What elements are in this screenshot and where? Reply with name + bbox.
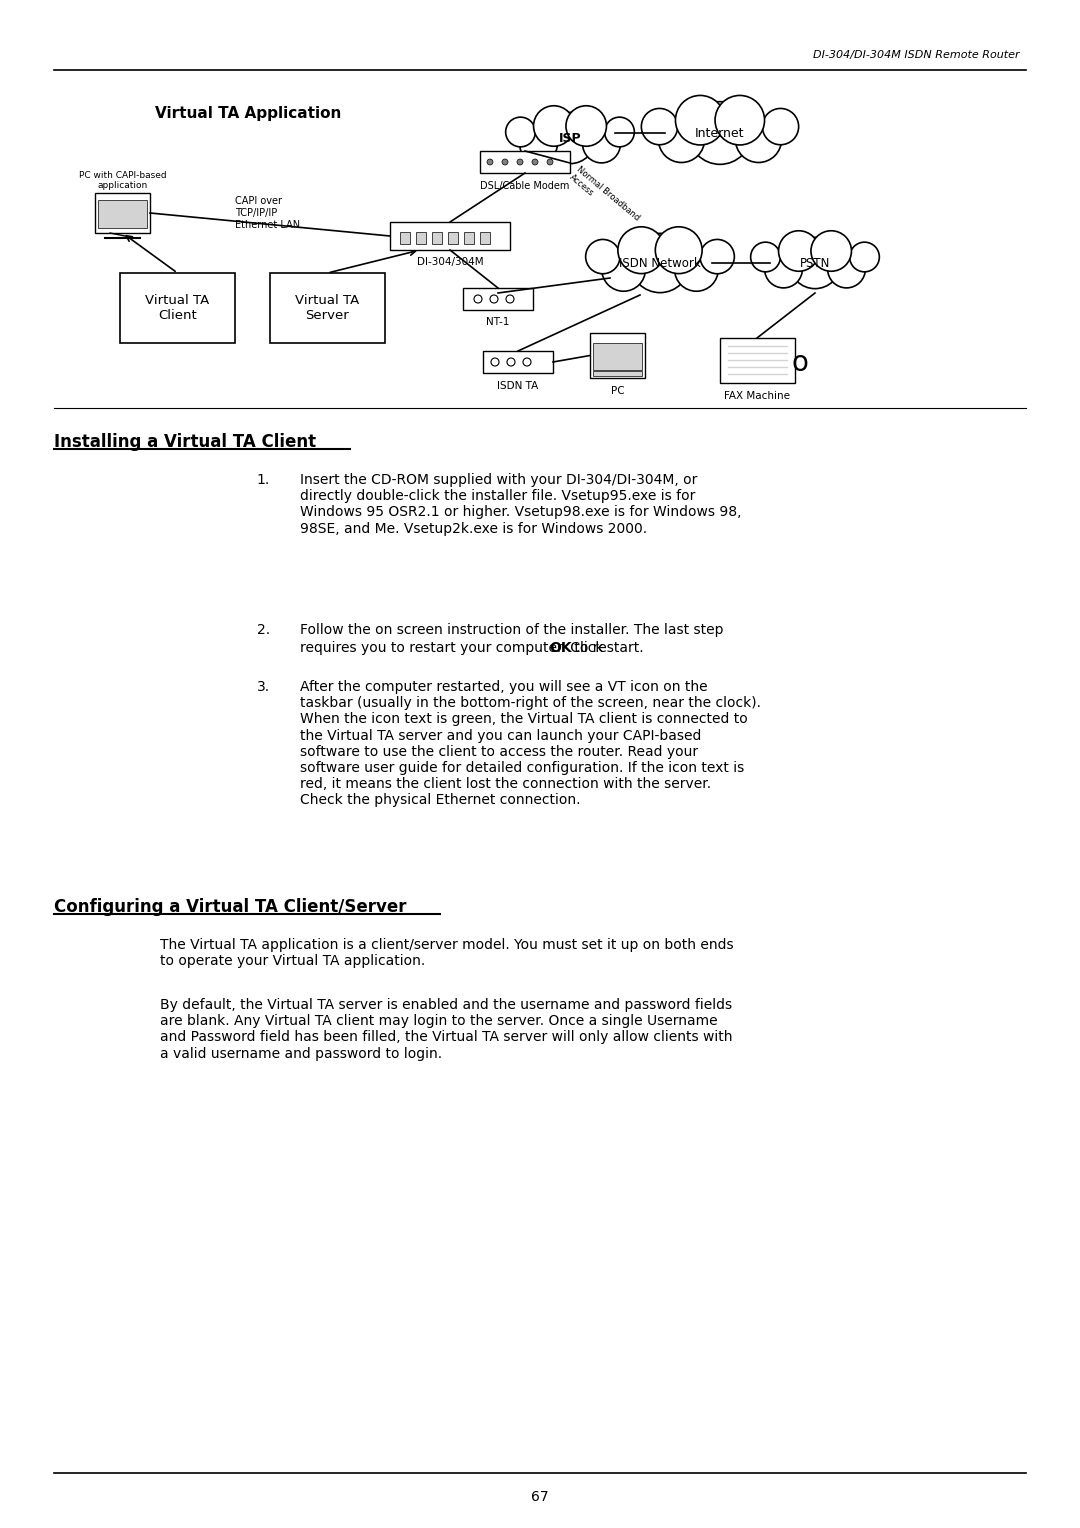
Circle shape — [602, 248, 646, 292]
Text: Virtual TA
Server: Virtual TA Server — [295, 293, 360, 322]
Circle shape — [507, 358, 515, 367]
Circle shape — [689, 102, 752, 165]
Circle shape — [585, 240, 620, 274]
Bar — [448, 232, 458, 244]
Text: requires you to restart your computer. Click: requires you to restart your computer. C… — [300, 642, 608, 656]
Text: Internet: Internet — [696, 127, 745, 139]
Circle shape — [474, 295, 482, 303]
Bar — [98, 200, 147, 228]
Circle shape — [605, 118, 634, 147]
Text: 2.: 2. — [257, 623, 270, 637]
Circle shape — [534, 105, 575, 147]
Circle shape — [700, 240, 734, 274]
FancyBboxPatch shape — [270, 274, 384, 342]
Circle shape — [566, 105, 607, 147]
Text: Configuring a Virtual TA Client/Server: Configuring a Virtual TA Client/Server — [54, 898, 406, 915]
Text: ISP: ISP — [558, 131, 581, 145]
Text: PC with CAPI-based
application: PC with CAPI-based application — [79, 171, 166, 189]
Circle shape — [519, 125, 557, 163]
Circle shape — [490, 295, 498, 303]
Circle shape — [507, 295, 514, 303]
Circle shape — [618, 226, 664, 274]
Bar — [400, 232, 410, 244]
Text: CAPI over
TCP/IP/IP
Ethernet LAN: CAPI over TCP/IP/IP Ethernet LAN — [235, 197, 300, 229]
Circle shape — [502, 159, 508, 165]
Circle shape — [491, 358, 499, 367]
Text: Virtual TA Application: Virtual TA Application — [156, 105, 341, 121]
Bar — [480, 232, 490, 244]
Text: Normal Broadband
Access: Normal Broadband Access — [568, 165, 642, 231]
Text: By default, the Virtual TA server is enabled and the username and password field: By default, the Virtual TA server is ena… — [160, 998, 732, 1060]
Bar — [416, 232, 426, 244]
Text: 67: 67 — [531, 1490, 549, 1504]
Circle shape — [789, 237, 840, 289]
Text: Insert the CD-ROM supplied with your DI-304/DI-304M, or
directly double-click th: Insert the CD-ROM supplied with your DI-… — [300, 474, 742, 536]
Circle shape — [659, 116, 704, 162]
Text: 1.: 1. — [257, 474, 270, 487]
Circle shape — [811, 231, 851, 272]
Text: FAX Machine: FAX Machine — [725, 391, 791, 400]
Bar — [483, 351, 553, 373]
Circle shape — [715, 95, 765, 145]
Bar — [480, 151, 570, 173]
Circle shape — [765, 251, 802, 287]
FancyBboxPatch shape — [120, 274, 235, 342]
Bar — [95, 193, 150, 232]
Bar — [390, 222, 510, 251]
Circle shape — [850, 241, 879, 272]
Text: PSTN: PSTN — [800, 257, 831, 269]
Bar — [432, 232, 442, 244]
Circle shape — [675, 248, 718, 292]
Circle shape — [505, 118, 536, 147]
Circle shape — [517, 159, 523, 165]
Text: DSL/Cable Modem: DSL/Cable Modem — [481, 180, 569, 191]
Circle shape — [546, 159, 553, 165]
Circle shape — [735, 116, 782, 162]
Text: PC: PC — [610, 387, 624, 396]
Bar — [593, 342, 642, 370]
Text: ISDN Network: ISDN Network — [619, 257, 701, 269]
Text: Follow the on screen instruction of the installer. The last step: Follow the on screen instruction of the … — [300, 623, 724, 637]
Circle shape — [582, 125, 620, 163]
Circle shape — [631, 234, 690, 293]
Circle shape — [532, 159, 538, 165]
Circle shape — [642, 108, 677, 145]
Bar — [464, 232, 474, 244]
Text: NT-1: NT-1 — [486, 316, 510, 327]
Bar — [590, 333, 645, 377]
Bar — [463, 287, 534, 310]
Text: to restart.: to restart. — [570, 642, 644, 656]
Text: 3.: 3. — [257, 680, 270, 694]
Text: o: o — [792, 348, 809, 377]
Text: Virtual TA
Client: Virtual TA Client — [146, 293, 210, 322]
Text: DI-304/DI-304M ISDN Remote Router: DI-304/DI-304M ISDN Remote Router — [813, 50, 1020, 60]
Circle shape — [779, 231, 819, 272]
Text: The Virtual TA application is a client/server model. You must set it up on both : The Virtual TA application is a client/s… — [160, 938, 733, 969]
Text: OK: OK — [550, 642, 572, 656]
Circle shape — [544, 113, 596, 163]
Circle shape — [751, 241, 781, 272]
Text: ISDN TA: ISDN TA — [498, 380, 539, 391]
Text: DI-304/304M: DI-304/304M — [417, 257, 484, 267]
Circle shape — [762, 108, 798, 145]
Circle shape — [656, 226, 702, 274]
Bar — [593, 371, 642, 376]
Text: Installing a Virtual TA Client: Installing a Virtual TA Client — [54, 432, 316, 451]
Circle shape — [827, 251, 865, 287]
Bar — [720, 338, 795, 384]
Circle shape — [675, 95, 725, 145]
Circle shape — [523, 358, 531, 367]
Circle shape — [487, 159, 492, 165]
Text: After the computer restarted, you will see a VT icon on the
taskbar (usually in : After the computer restarted, you will s… — [300, 680, 761, 807]
